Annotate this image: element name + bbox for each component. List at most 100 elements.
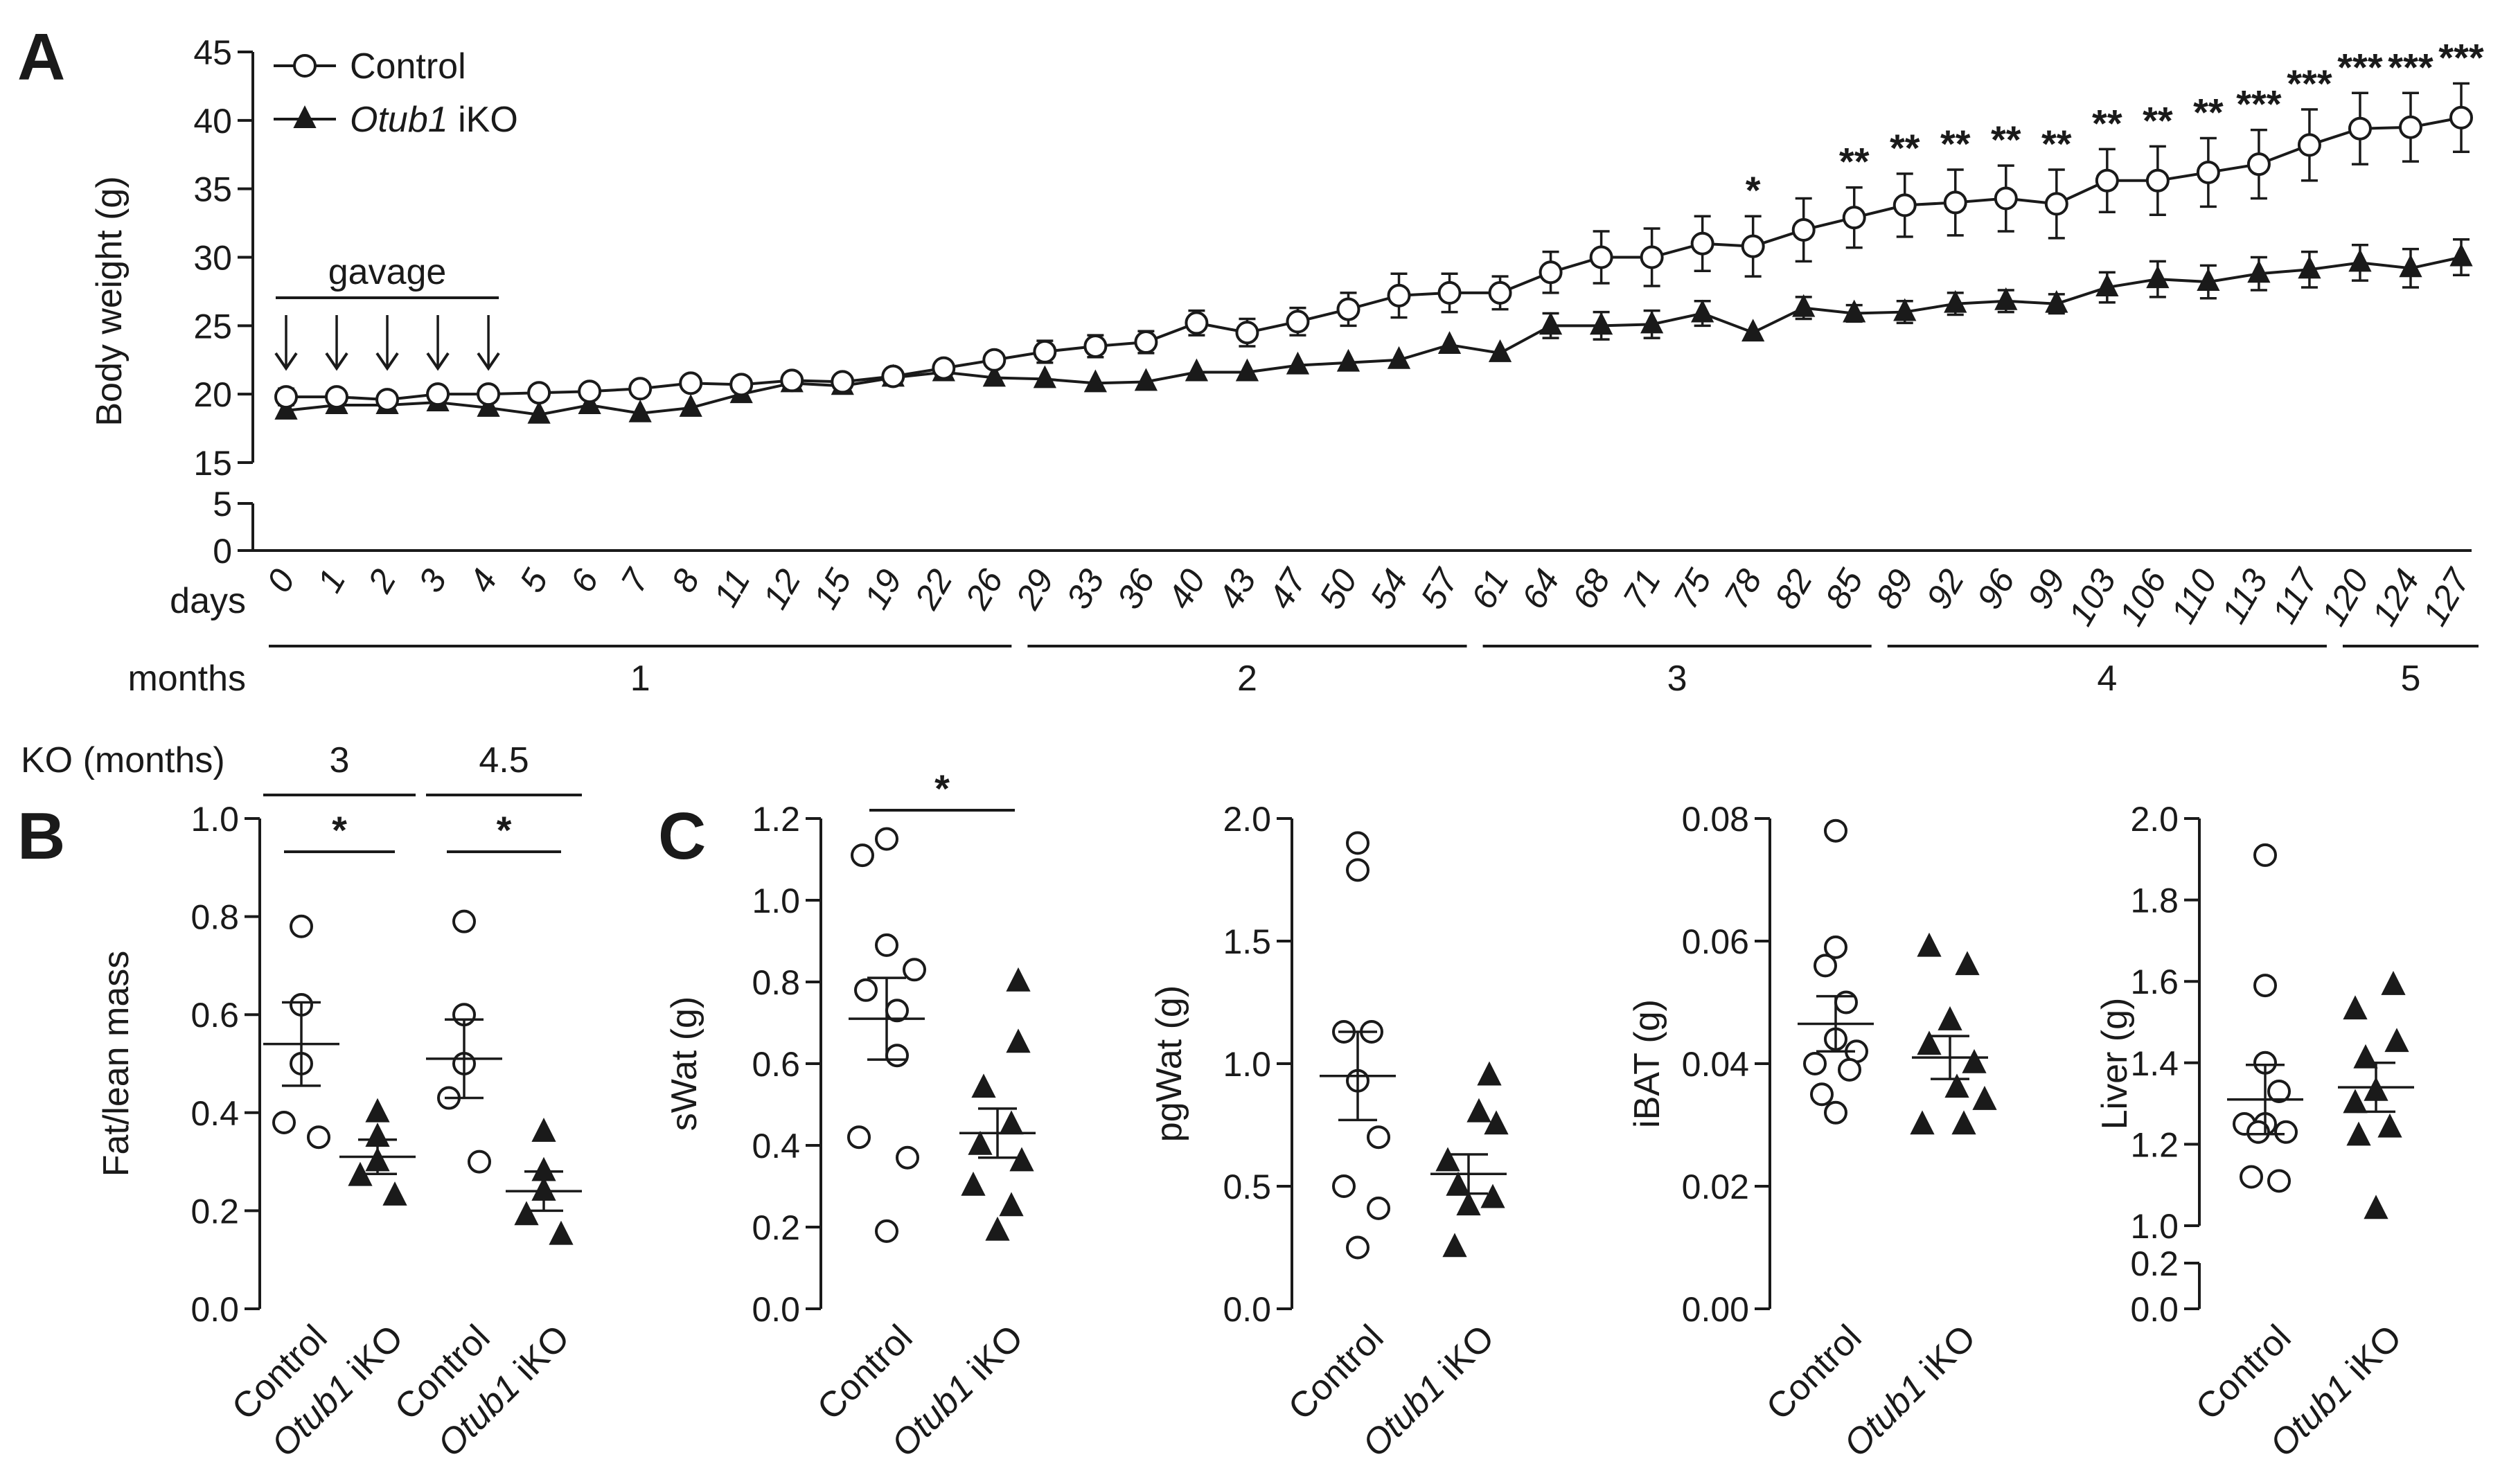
data-point-control	[2398, 115, 2422, 139]
x-tick-label-day: 43	[1211, 562, 1264, 615]
y-axis-label: Fat/lean mass	[96, 951, 136, 1177]
y-tick-label: 0.02	[1682, 1168, 1749, 1206]
data-point-otub1-ikO	[1033, 365, 1056, 388]
data-point-control	[426, 382, 450, 406]
data-point-otub1-ikO	[1938, 1005, 1962, 1030]
significance-mark: **	[1890, 126, 1920, 170]
x-tick-label-day: 113	[2214, 562, 2275, 629]
data-point-control	[1286, 310, 1310, 334]
y-axis-label: iBAT (g)	[1627, 999, 1667, 1128]
y-tick-label: 0.00	[1682, 1290, 1749, 1329]
legend-label-otub1-ikO: Otub1 iKO	[350, 100, 518, 140]
x-tick-label-day: 82	[1767, 562, 1820, 615]
month-label: 5	[2401, 659, 2421, 699]
data-point-otub1-ikO	[1994, 287, 2018, 310]
significance-mark: ***	[2287, 62, 2332, 105]
y-tick-label: 1.0	[2130, 1207, 2179, 1246]
x-tick-label-day: 103	[2061, 562, 2123, 632]
data-point-control	[375, 388, 400, 412]
data-point-control	[1134, 330, 1158, 355]
x-tick-label-day: 40	[1160, 562, 1213, 615]
data-point-control	[1589, 245, 1613, 269]
data-point-control	[1943, 190, 1967, 215]
data-point-otub1-ikO	[1944, 289, 1967, 313]
data-point-control	[2196, 160, 2220, 184]
y-tick-label: 0.04	[1682, 1045, 1749, 1084]
x-tick-label-day: 11	[706, 563, 757, 614]
data-point-control	[1842, 206, 1866, 230]
data-point-control	[1741, 234, 1765, 258]
data-point-control	[2274, 1120, 2298, 1144]
x-tick-label-day: 57	[1413, 562, 1466, 616]
x-tick-label-day: 89	[1868, 563, 1921, 616]
x-tick-label-day: 78	[1717, 562, 1769, 615]
data-point-otub1-ikO	[1006, 1028, 1031, 1053]
data-point-control	[2267, 1079, 2291, 1103]
significance-mark: ***	[2388, 45, 2433, 89]
data-point-otub1-ikO	[999, 1192, 1024, 1217]
y-tick-label: 0.2	[2130, 1244, 2179, 1283]
data-point-control	[290, 914, 313, 938]
data-point-otub1-ikO	[1134, 368, 1158, 391]
significance-mark: **	[2041, 122, 2072, 166]
y-axis-label: pgWat (g)	[1149, 985, 1189, 1142]
x-tick-label-day: 71	[1615, 563, 1668, 616]
significance-mark: ***	[2438, 35, 2484, 79]
data-point-otub1-ikO	[1437, 331, 1462, 354]
y-tick-label: 30	[193, 239, 232, 278]
data-point-otub1-ikO	[365, 1098, 390, 1123]
data-point-control	[2267, 1169, 2291, 1193]
data-point-otub1-ikO	[1640, 310, 1664, 334]
data-point-otub1-ikO	[1185, 358, 1209, 382]
data-point-control	[452, 909, 476, 933]
data-point-otub1-ikO	[1589, 312, 1613, 335]
y-tick-label: 0.0	[1223, 1290, 1271, 1329]
significance-mark: *	[332, 808, 347, 852]
x-tick-label-day: 22	[907, 562, 960, 616]
y-tick-label: 35	[193, 170, 232, 209]
data-point-otub1-ikO	[679, 394, 702, 417]
data-point-otub1-ikO	[1792, 294, 1816, 317]
y-tick-label: 1.2	[752, 800, 800, 839]
data-point-otub1-ikO	[527, 400, 551, 424]
data-point-otub1-ikO	[1477, 1061, 1502, 1086]
data-point-control	[729, 373, 754, 397]
data-point-otub1-ikO	[1387, 346, 1411, 369]
data-point-otub1-ikO	[2247, 260, 2271, 283]
data-point-control	[1824, 819, 1847, 843]
month-label: 4	[2097, 659, 2117, 699]
data-point-otub1-ikO	[1910, 1110, 1935, 1135]
data-point-otub1-ikO	[514, 1201, 539, 1226]
data-point-otub1-ikO	[2384, 1028, 2409, 1053]
data-point-control	[1437, 280, 1462, 305]
y-tick-label: 0.4	[190, 1094, 239, 1133]
data-point-otub1-ikO	[1741, 319, 1765, 342]
x-axis-label-days: days	[170, 581, 246, 621]
data-point-control	[1185, 311, 1209, 335]
y-tick-label: 0.6	[190, 996, 239, 1035]
data-point-control	[851, 843, 874, 868]
data-point-control	[1892, 193, 1917, 217]
significance-mark: **	[1991, 118, 2021, 161]
x-tick-label-day: 92	[1919, 562, 1971, 615]
x-tick-label-day: 36	[1110, 562, 1162, 615]
data-point-control	[1083, 334, 1108, 358]
x-tick-label-day: 68	[1565, 562, 1617, 615]
x-tick-label-day: 75	[1666, 562, 1719, 615]
data-point-control	[1332, 1174, 1356, 1198]
y-tick-label: 1.5	[1223, 922, 1271, 961]
x-tick-label-day: 5	[512, 562, 555, 598]
group-header-label: 4.5	[479, 740, 529, 780]
data-point-control	[477, 382, 501, 406]
data-point-control	[1803, 1052, 1827, 1075]
legend-marker-otub1-ikO	[293, 105, 317, 128]
panel-label-a: A	[17, 20, 65, 94]
x-tick-label-day: 0	[259, 562, 302, 598]
month-label: 1	[630, 659, 650, 699]
data-point-control	[679, 371, 703, 395]
significance-mark: *	[934, 767, 950, 810]
data-point-otub1-ikO	[2343, 1089, 2368, 1114]
